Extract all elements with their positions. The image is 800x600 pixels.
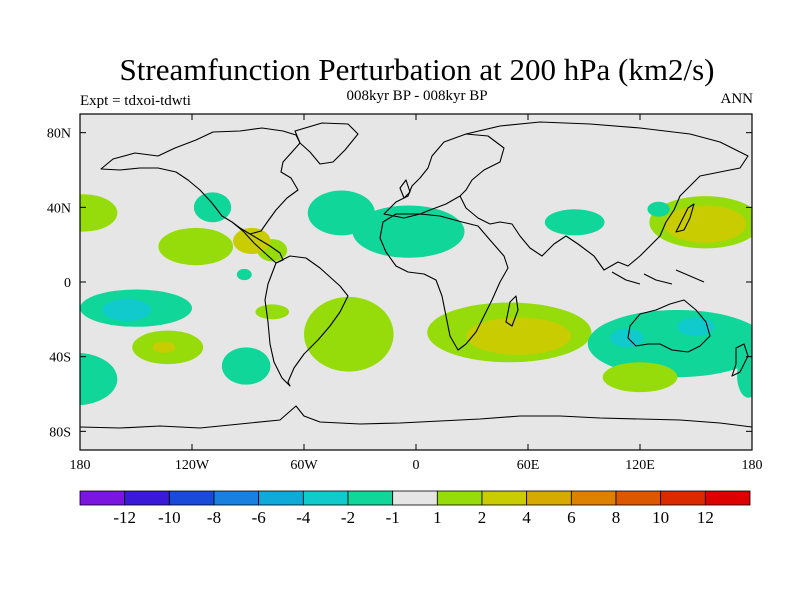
colorbar-swatch <box>704 490 751 506</box>
colorbar-label: -12 <box>113 508 136 527</box>
contour-region <box>602 362 678 393</box>
colorbar-label: 10 <box>652 508 669 527</box>
lon-tick-label: 180 <box>70 458 91 473</box>
coast-asia <box>459 121 749 271</box>
lat-tick-label: 80N <box>47 127 71 142</box>
colorbar-swatch <box>570 490 617 506</box>
lat-tick-label: 80S <box>49 425 71 440</box>
coast-madagascar <box>505 295 519 327</box>
colorbar-swatch <box>213 490 260 506</box>
contour-region <box>236 268 252 281</box>
contour-region <box>544 209 605 236</box>
coast-greenland <box>294 122 359 165</box>
lat-tick-label: 40N <box>47 201 71 216</box>
lon-tick-label: 120E <box>625 458 655 473</box>
colorbar-label: -8 <box>207 508 221 527</box>
contour-region <box>221 347 271 385</box>
coast-british-isles <box>399 179 411 199</box>
contour-region <box>152 341 176 353</box>
coast-south-america <box>264 255 349 387</box>
map-panel: 80N 40N 0 40S 80S 180 120W 60W 0 60E 120E 180 <box>47 113 763 473</box>
lon-tick-label: 60E <box>517 458 540 473</box>
colorbar-label: 4 <box>522 508 531 527</box>
lat-tick-label: 0 <box>64 276 71 291</box>
colorbar-label: -6 <box>252 508 266 527</box>
coast-europe <box>383 133 505 219</box>
colorbar-swatch <box>258 490 304 506</box>
contour-region <box>102 298 151 322</box>
colorbar: -12 -10 -8 -6 -4 -2 -1 1 2 4 6 8 10 12 <box>79 490 751 527</box>
axis-ticks: 80N 40N 0 40S 80S 180 120W 60W 0 60E 120E 180 <box>47 114 763 473</box>
lon-tick-label: 120W <box>175 458 210 473</box>
colorbar-label: -2 <box>341 508 355 527</box>
coast-africa <box>379 213 509 351</box>
coast-north-america <box>100 127 301 235</box>
colorbar-label: 6 <box>567 508 576 527</box>
contour-region <box>304 296 394 372</box>
contour-region <box>737 352 752 398</box>
colorbar-swatch <box>168 490 215 506</box>
contour-region <box>677 317 715 337</box>
contour-fields <box>80 190 752 406</box>
colorbar-label: 12 <box>697 508 714 527</box>
coast-indonesia <box>611 269 705 285</box>
contour-region <box>664 205 747 243</box>
colorbar-label: -4 <box>296 508 311 527</box>
colorbar-swatch <box>436 490 483 506</box>
contour-region <box>80 194 118 232</box>
coast-japan <box>675 203 695 233</box>
experiment-label: Expt = tdxoi-tdwti <box>80 93 191 109</box>
contour-region <box>466 317 571 355</box>
lon-tick-label: 0 <box>413 458 420 473</box>
colorbar-swatch <box>347 490 394 506</box>
coast-new-zealand <box>731 343 749 377</box>
colorbar-label: 2 <box>478 508 487 527</box>
contour-region <box>193 192 232 223</box>
colorbar-swatch <box>615 490 662 506</box>
coast-australia <box>627 299 711 353</box>
contour-region <box>610 328 644 348</box>
colorbar-label: -10 <box>158 508 181 527</box>
lon-tick-label: 180 <box>742 458 763 473</box>
contour-region <box>255 304 290 320</box>
contour-region <box>158 227 234 266</box>
colorbar-swatch <box>481 490 528 506</box>
contour-region <box>352 205 465 258</box>
contour-region <box>647 201 670 217</box>
colorbar-swatch <box>124 490 170 506</box>
lat-tick-label: 40S <box>49 351 71 366</box>
colorbar-label: -1 <box>386 508 400 527</box>
colorbar-swatch <box>392 490 438 506</box>
colorbar-swatch <box>302 490 349 506</box>
contour-region <box>80 353 118 406</box>
lon-tick-label: 60W <box>290 458 318 473</box>
season-label: ANN <box>720 91 754 107</box>
plot-subtitle: 008kyr BP - 008kyr BP <box>346 88 488 104</box>
colorbar-label: 8 <box>612 508 621 527</box>
colorbar-label: 1 <box>433 508 442 527</box>
colorbar-swatch <box>660 490 706 506</box>
colorbar-swatch <box>526 490 572 506</box>
coastlines <box>80 121 752 429</box>
plot-title: Streamfunction Perturbation at 200 hPa (… <box>119 52 715 87</box>
map-background <box>80 114 752 450</box>
coast-antarctica <box>80 405 752 429</box>
colorbar-swatch <box>79 490 126 506</box>
